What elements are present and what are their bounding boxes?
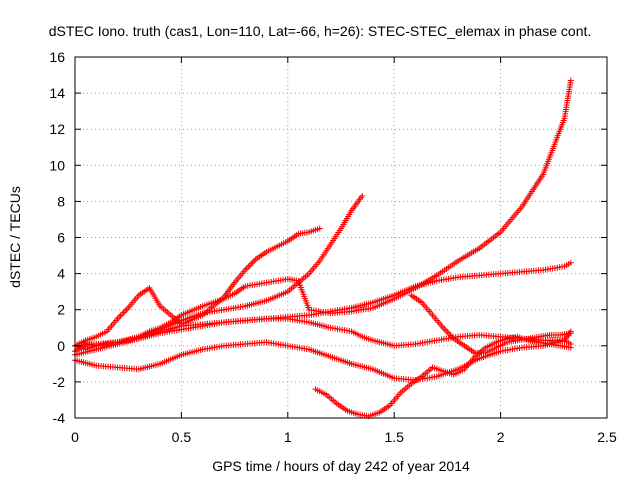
y-tick-label: 8	[57, 193, 65, 209]
series-8	[408, 292, 574, 357]
y-tick-label: 2	[57, 302, 65, 318]
y-tick-label: 16	[49, 49, 65, 65]
y-tick-label: 6	[57, 230, 65, 246]
y-tick-label: 10	[49, 157, 65, 173]
y-tick-label: 4	[57, 266, 65, 282]
plot-marks	[72, 77, 574, 420]
x-tick-label: 2	[497, 429, 505, 445]
data-point	[359, 192, 366, 199]
x-tick-label: 0	[71, 429, 79, 445]
x-axis-label: GPS time / hours of day 242 of year 2014	[212, 458, 470, 474]
x-tick-label: 1	[284, 429, 292, 445]
y-tick-label: 0	[57, 338, 65, 354]
data-point	[567, 259, 574, 266]
y-tick-label: -2	[53, 374, 66, 390]
y-tick-label: 12	[49, 121, 65, 137]
y-axis-label: dSTEC / TECUs	[7, 186, 23, 288]
y-tick-label: -4	[53, 410, 66, 426]
y-tick-label: 14	[49, 85, 65, 101]
x-tick-label: 0.5	[172, 429, 192, 445]
x-tick-label: 2.5	[597, 429, 617, 445]
series-7	[312, 333, 574, 420]
data-point	[567, 344, 574, 351]
axis-ticks: 0 0.5 1 1.5 2 2.5 -4 -2 0 2 4 6 8 10 12 14 16	[49, 49, 617, 445]
x-tick-label: 1.5	[384, 429, 404, 445]
data-point	[567, 330, 574, 337]
chart-title: dSTEC Iono. truth (cas1, Lon=110, Lat=-6…	[49, 23, 592, 39]
data-point	[567, 77, 574, 84]
data-point	[316, 225, 323, 232]
